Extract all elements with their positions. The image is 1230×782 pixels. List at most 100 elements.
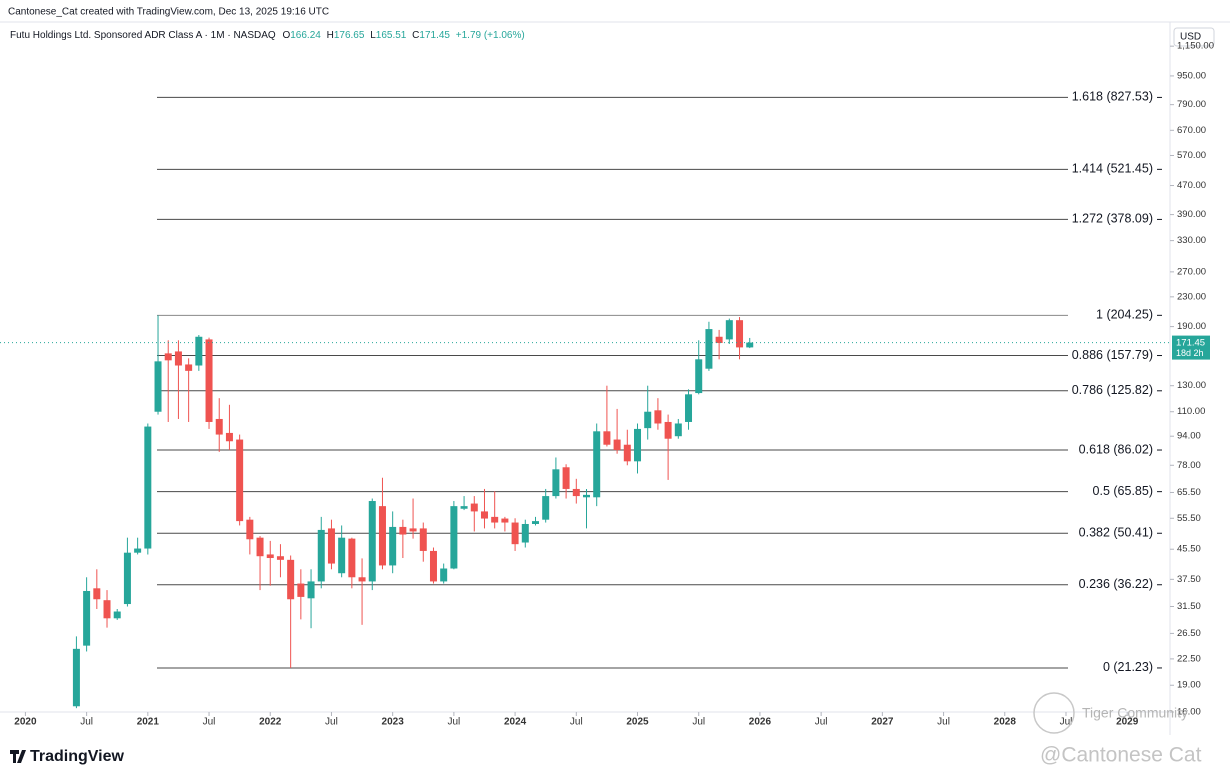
candle-body (491, 516, 499, 523)
fib-label: 0.236 (36.22) (1079, 577, 1153, 591)
candle-body (470, 503, 478, 512)
x-tick-label: Jul (692, 717, 705, 728)
candle-body (205, 339, 213, 422)
candle-body (623, 444, 631, 462)
candle-body (685, 394, 693, 422)
y-tick-label: 330.00 (1177, 235, 1206, 246)
candle-body (174, 351, 182, 366)
candle-body (480, 511, 488, 519)
y-tick-label: 65.50 (1177, 487, 1201, 498)
y-tick-label: 26.50 (1177, 628, 1201, 639)
y-tick-label: 94.00 (1177, 431, 1201, 442)
candle-body (338, 537, 346, 574)
candle-body (429, 550, 437, 582)
currency[interactable]: USD (1180, 32, 1201, 43)
candle-body (83, 590, 91, 646)
candle-body (419, 528, 427, 551)
y-tick-label: 55.50 (1177, 513, 1201, 524)
brand: TradingView (30, 748, 125, 765)
x-tick-label: 2027 (871, 717, 894, 728)
y-tick-label: 110.00 (1177, 406, 1205, 417)
x-tick-label: Jul (937, 717, 950, 728)
countdown: 18d 2h (1176, 348, 1204, 358)
candle-body (450, 506, 458, 569)
candle-body (389, 526, 397, 566)
currency-box[interactable] (1173, 27, 1215, 47)
candle-body (654, 410, 662, 424)
ohlc-value: 171.45 (419, 30, 450, 41)
candle-body (593, 431, 601, 498)
y-tick-label: 130.00 (1177, 380, 1206, 391)
candle-body (317, 529, 325, 582)
ohlc-label: C (412, 30, 419, 41)
y-tick-label: 670.00 (1177, 125, 1206, 136)
candle-body (236, 439, 244, 522)
candle-body (521, 523, 529, 543)
change: +1.79 (+1.06%) (456, 30, 525, 41)
symbol-legend: Futu Holdings Ltd. Sponsored ADR Class A… (10, 30, 525, 41)
candle-body (256, 537, 264, 557)
x-tick-label: 2028 (994, 717, 1017, 728)
x-tick-label: Jul (815, 717, 828, 728)
candle-body (358, 577, 366, 582)
candle-body (644, 411, 652, 429)
watermark: @Cantonese Cat (1040, 744, 1202, 767)
candle-body (144, 426, 152, 549)
candle-body (634, 428, 642, 462)
x-tick-label: Jul (1060, 717, 1073, 728)
fib-label: 0 (21.23) (1103, 660, 1153, 674)
y-tick-label: 470.00 (1177, 180, 1206, 191)
candle-body (185, 364, 193, 371)
attribution: Cantonese_Cat created with TradingView.c… (8, 7, 329, 18)
x-tick-label: 2024 (504, 717, 527, 728)
x-tick-label: 2025 (626, 717, 649, 728)
candle-body (246, 519, 254, 540)
candle-body (378, 506, 386, 566)
fib-label: 0.382 (50.41) (1079, 526, 1153, 540)
candle-body (562, 467, 570, 489)
y-tick-label: 950.00 (1177, 70, 1206, 81)
ohlc-value: 176.65 (334, 30, 365, 41)
y-tick-label: 16.00 (1177, 707, 1201, 718)
x-tick-label: 2026 (749, 717, 772, 728)
candle-body (460, 506, 468, 509)
fib-label: 1.414 (521.45) (1072, 162, 1153, 176)
y-tick-label: 230.00 (1177, 291, 1206, 302)
candle-body (603, 431, 611, 445)
x-tick-label: 2022 (259, 717, 282, 728)
fib-label: 0.886 (157.79) (1072, 348, 1153, 362)
candle-body (664, 421, 672, 439)
candle-body (215, 418, 223, 435)
candle-body (154, 361, 162, 412)
x-tick-label: 2020 (14, 717, 37, 728)
y-tick-label: 790.00 (1177, 99, 1206, 110)
candle-body (715, 336, 723, 344)
y-tick-label: 390.00 (1177, 209, 1206, 220)
y-tick-label: 45.50 (1177, 544, 1201, 555)
watermark: Tiger Community (1082, 705, 1188, 721)
ohlc-value: 165.51 (376, 30, 407, 41)
candle-body (552, 469, 560, 497)
candle-body (123, 552, 131, 605)
last-price-box (1172, 335, 1210, 360)
x-tick-label: 2023 (382, 717, 405, 728)
candle-body (531, 521, 539, 524)
candle-body (399, 526, 407, 535)
candle-body (164, 353, 172, 361)
candle-body (276, 556, 284, 560)
candle-body (327, 528, 335, 564)
y-tick-label: 270.00 (1177, 266, 1206, 277)
brand-logo: TradingView (10, 748, 125, 765)
x-tick-label: Jul (80, 717, 93, 728)
candle-body (511, 522, 519, 545)
candle-body (501, 518, 509, 523)
y-tick-label: 570.00 (1177, 150, 1206, 161)
x-tick-label: Jul (325, 717, 338, 728)
y-tick-label: 78.00 (1177, 460, 1201, 471)
candle-body (225, 432, 233, 442)
candle-body (348, 538, 356, 578)
candle-body (195, 336, 203, 366)
candle-body (368, 501, 376, 582)
watermark-logo (1033, 692, 1075, 734)
